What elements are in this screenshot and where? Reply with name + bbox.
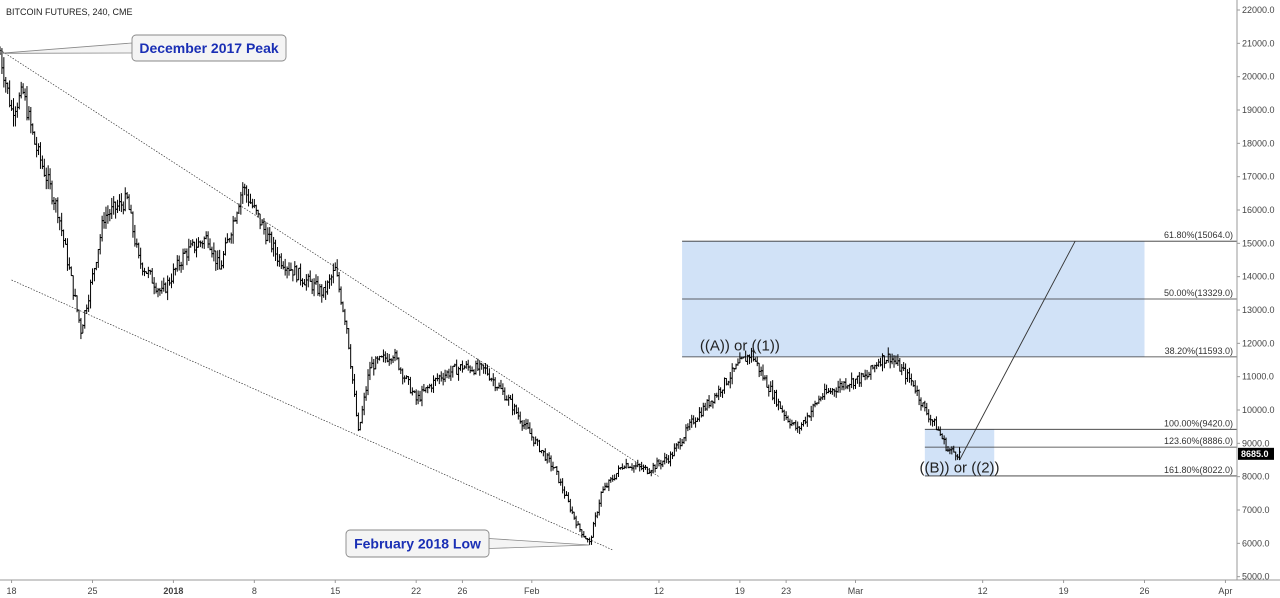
y-tick-label: 16000.0: [1242, 205, 1275, 215]
x-tick-label: 2018: [163, 586, 183, 596]
y-tick-label: 12000.0: [1242, 338, 1275, 348]
last-price-box: [1238, 447, 1274, 460]
fibonacci-levels: 61.80%(15064.0) 50.00%(13329.0) 38.20%(115…: [682, 230, 1237, 477]
x-tick-label: 23: [781, 586, 791, 596]
y-tick-label: 18000.0: [1242, 138, 1275, 148]
x-tick-label: 26: [457, 586, 467, 596]
y-tick-label: 13000.0: [1242, 305, 1275, 315]
trendline-1: [11, 279, 613, 551]
wave-labels: ((A)) or ((1)) ((B)) or ((2)): [700, 338, 1000, 477]
wave-label-1: ((B)) or ((2)): [920, 459, 1000, 476]
y-tick-label: 5000.0: [1242, 572, 1270, 582]
chart-title: BITCOIN FUTURES, 240, CME: [6, 7, 133, 17]
y-tick-label: 22000.0: [1242, 5, 1275, 15]
trendline-0: [0, 49, 660, 477]
price-bars: [0, 46, 962, 546]
callout-box-0: [131, 34, 287, 62]
x-axis-ticks: 18 25 2018 8 15 22 26 Feb 12 19 23 Mar 12 19 26 Apr: [7, 580, 1232, 596]
y-tick-label: 21000.0: [1242, 38, 1275, 48]
y-tick-label: 7000.0: [1242, 505, 1270, 515]
wave-label-0: ((A)) or ((1)): [700, 338, 780, 355]
fib-label-5: 161.80%(8022.0): [1164, 465, 1233, 475]
y-tick-label: 6000.0: [1242, 538, 1270, 548]
x-tick-label: 12: [978, 586, 988, 596]
y-tick-label: 15000.0: [1242, 238, 1275, 248]
callout-label-0: December 2017 Peak: [139, 40, 279, 56]
fib-label-0: 61.80%(15064.0): [1164, 230, 1233, 240]
trendlines: [0, 49, 1076, 551]
x-tick-label: 19: [1059, 586, 1069, 596]
callouts: December 2017 Peak February 2018 Low: [0, 34, 590, 558]
y-tick-label: 10000.0: [1242, 405, 1275, 415]
y-tick-label: 17000.0: [1242, 172, 1275, 182]
y-axis-ticks: 5000.0 6000.0 7000.0 8000.0 9000.0 10000.0 110…: [1237, 5, 1275, 582]
x-tick-label: 8: [252, 586, 257, 596]
last-price-label: 8685.0: [1241, 449, 1269, 459]
x-tick-label: Feb: [524, 586, 540, 596]
x-tick-label: 18: [7, 586, 17, 596]
y-tick-label: 11000.0: [1242, 372, 1274, 382]
y-tick-label: 9000.0: [1242, 438, 1270, 448]
y-tick-label: 19000.0: [1242, 105, 1275, 115]
x-tick-label: 25: [87, 586, 97, 596]
y-tick-label: 8000.0: [1242, 472, 1270, 482]
x-tick-label: 15: [330, 586, 340, 596]
fib-label-2: 38.20%(11593.0): [1165, 346, 1233, 356]
x-tick-label: 26: [1140, 586, 1150, 596]
callout-label-1: February 2018 Low: [354, 536, 481, 552]
fib-label-3: 100.00%(9420.0): [1164, 418, 1233, 428]
x-tick-label: 12: [654, 586, 664, 596]
axes: [0, 0, 1280, 581]
y-tick-label: 14000.0: [1242, 272, 1275, 282]
x-tick-label: Mar: [848, 586, 864, 596]
trendline-2: [959, 240, 1076, 461]
x-tick-label: Apr: [1218, 586, 1232, 596]
y-tick-label: 20000.0: [1242, 72, 1275, 82]
callout-box-1: [345, 529, 490, 558]
x-tick-label: 19: [735, 586, 745, 596]
fib-label-4: 123.60%(8886.0): [1164, 436, 1233, 446]
last-price-tag: 8685.0: [1238, 447, 1274, 460]
fib-label-1: 50.00%(13329.0): [1164, 288, 1233, 298]
x-tick-label: 22: [411, 586, 421, 596]
